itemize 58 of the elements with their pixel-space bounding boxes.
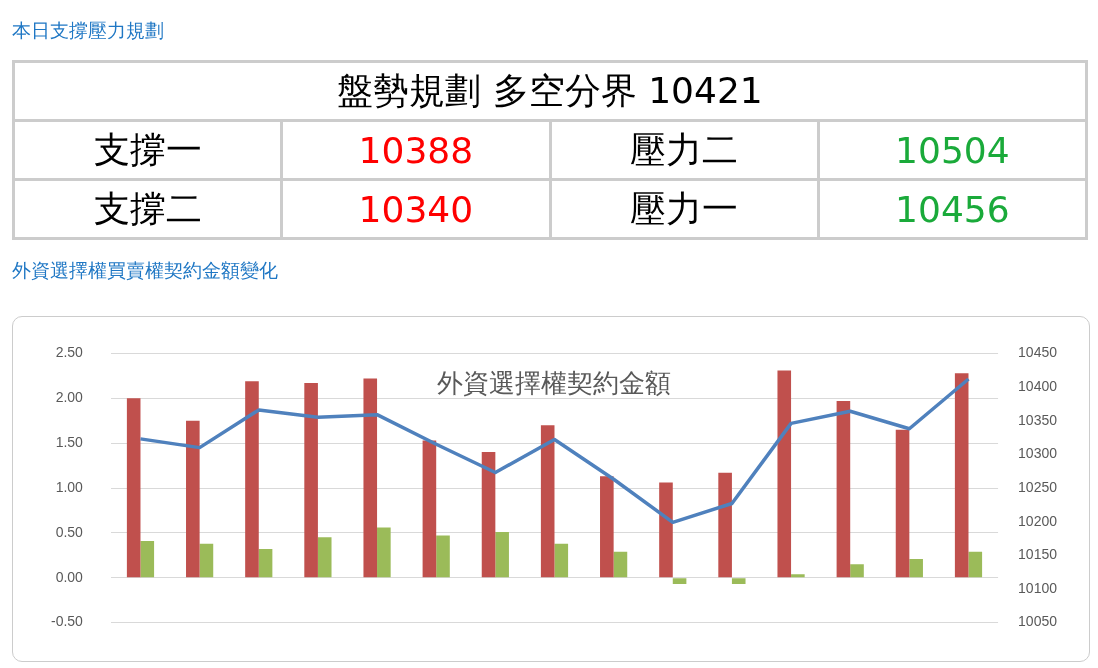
bar: [363, 378, 378, 578]
bar: [540, 425, 555, 578]
y-tick-label: 1.50: [55, 433, 84, 450]
y2-tick-label: 10400: [1018, 377, 1058, 394]
text: 10456: [818, 179, 1087, 239]
bar: [554, 543, 569, 578]
bar: [186, 420, 200, 578]
y-tick-label: 1.00: [55, 478, 84, 495]
bar: [909, 558, 923, 578]
bar: [258, 549, 273, 578]
bar: [377, 527, 391, 578]
bar: [304, 383, 318, 578]
y2-tick-label: 10250: [1018, 478, 1058, 495]
y2-tick-label: 10200: [1018, 512, 1058, 529]
y-tick-label: -0.50: [50, 613, 84, 630]
text: 壓力二: [550, 120, 819, 180]
chart-subtitle: 外資選擇權買賣權契約金額變化: [12, 258, 278, 283]
bar: [199, 543, 214, 578]
y-tick-label: 2.50: [55, 344, 84, 361]
bar: [613, 551, 628, 578]
bar: [850, 564, 864, 578]
text: 支撐二: [13, 179, 282, 239]
text: 外資選擇權契約金額: [437, 368, 672, 399]
bar: [895, 429, 910, 578]
y2-tick-label: 10150: [1018, 546, 1058, 563]
bar: [954, 373, 969, 578]
bar: [422, 440, 437, 578]
bar: [718, 472, 732, 578]
text: 10388: [281, 120, 550, 180]
bar: [672, 578, 687, 585]
text: 壓力一: [550, 179, 819, 239]
bar: [436, 535, 450, 578]
bar: [777, 370, 792, 578]
text: 10340: [281, 179, 550, 239]
y2-tick-label: 10100: [1018, 579, 1058, 596]
text: 支撐一: [13, 120, 282, 180]
bar: [495, 531, 509, 578]
bar: [791, 574, 805, 578]
y2-tick-label: 10450: [1018, 344, 1058, 361]
bar: [126, 398, 141, 578]
bar: [245, 381, 259, 578]
text: 盤勢規劃 多空分界 10421: [13, 61, 1087, 121]
bar: [140, 540, 155, 578]
bar: [836, 400, 851, 578]
y-tick-label: 0.00: [55, 568, 84, 585]
bar: [600, 476, 614, 578]
bar: [481, 452, 496, 578]
y-tick-label: 2.00: [55, 389, 84, 406]
y-tick-label: 0.50: [55, 523, 84, 540]
text: 10504: [818, 120, 1087, 180]
bar: [968, 551, 983, 578]
bar: [731, 578, 746, 585]
bar: [317, 537, 332, 578]
y2-tick-label: 10050: [1018, 613, 1058, 630]
text: 本日支撐壓力規劃: [12, 18, 164, 43]
y2-tick-label: 10350: [1018, 411, 1058, 428]
y2-tick-label: 10300: [1018, 445, 1058, 462]
bar: [659, 482, 673, 578]
